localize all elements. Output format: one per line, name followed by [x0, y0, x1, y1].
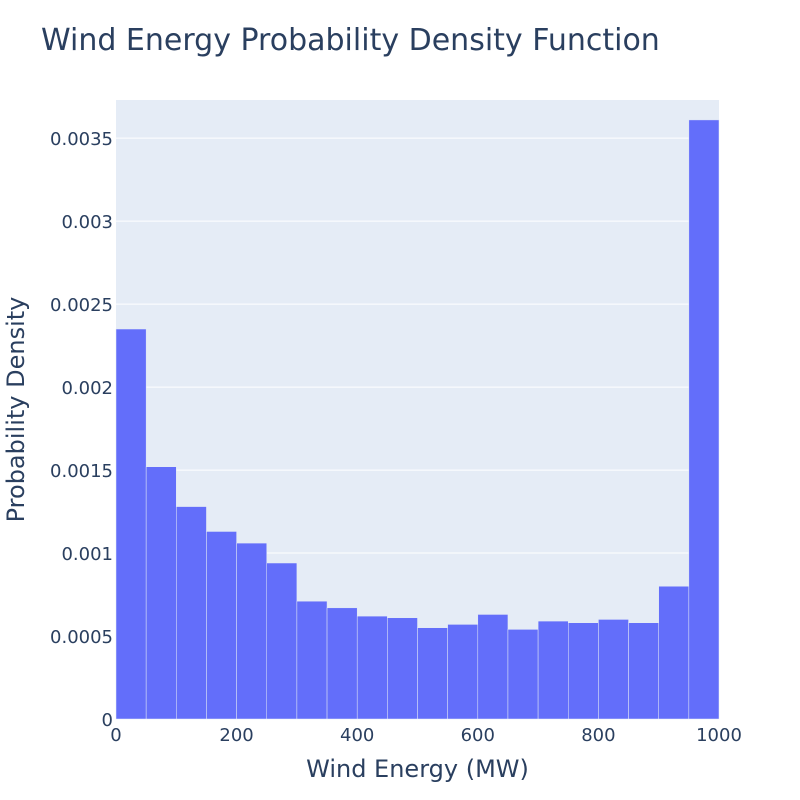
- x-tick-label: 1000: [696, 725, 742, 746]
- histogram-bar: [356, 615, 388, 720]
- histogram-bar: [296, 600, 328, 720]
- x-tick-label: 200: [219, 725, 253, 746]
- x-tick-label: 0: [110, 725, 121, 746]
- x-tick-label: 800: [581, 725, 615, 746]
- y-tick-label: 0.0035: [50, 129, 113, 150]
- x-axis-ticks: 0 200 400 600 800 1000: [110, 725, 742, 746]
- histogram-bar: [266, 562, 298, 720]
- y-tick-label: 0.0005: [50, 627, 113, 648]
- histogram-bar: [537, 620, 569, 720]
- y-tick-label: 0.0025: [50, 295, 113, 316]
- histogram-bar: [688, 119, 720, 720]
- histogram-bars: [115, 119, 720, 720]
- y-tick-label: 0: [102, 710, 113, 731]
- histogram-bar: [145, 466, 177, 720]
- y-axis-title: Probability Density: [2, 297, 30, 523]
- y-tick-label: 0.001: [61, 544, 113, 565]
- histogram-bar: [417, 627, 448, 720]
- histogram-bar: [115, 328, 147, 720]
- chart-title: Wind Energy Probability Density Function: [41, 23, 660, 58]
- histogram-bar: [387, 617, 418, 720]
- y-tick-label: 0.0015: [50, 461, 113, 482]
- y-axis-ticks: 0 0.0005 0.001 0.0015 0.002 0.0025 0.003 0.0035: [50, 129, 113, 731]
- histogram-bar: [326, 607, 358, 720]
- histogram-bar: [598, 619, 629, 720]
- histogram-bar: [176, 506, 207, 720]
- histogram-bar: [507, 629, 539, 720]
- histogram-bar: [236, 542, 268, 720]
- y-tick-label: 0.003: [61, 212, 113, 233]
- histogram-bar: [477, 614, 509, 720]
- x-tick-label: 600: [461, 725, 495, 746]
- histogram-bar: [206, 531, 237, 720]
- histogram-bar: [447, 624, 479, 720]
- histogram-bar: [628, 622, 659, 720]
- x-axis-title: Wind Energy (MW): [306, 755, 529, 783]
- y-tick-label: 0.002: [61, 378, 113, 399]
- x-tick-label: 400: [340, 725, 374, 746]
- histogram-bar: [568, 622, 599, 720]
- histogram-bar: [658, 585, 690, 720]
